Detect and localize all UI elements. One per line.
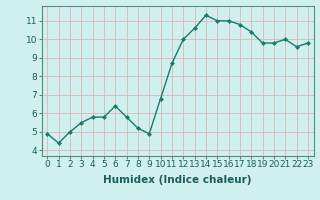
X-axis label: Humidex (Indice chaleur): Humidex (Indice chaleur) — [103, 175, 252, 185]
